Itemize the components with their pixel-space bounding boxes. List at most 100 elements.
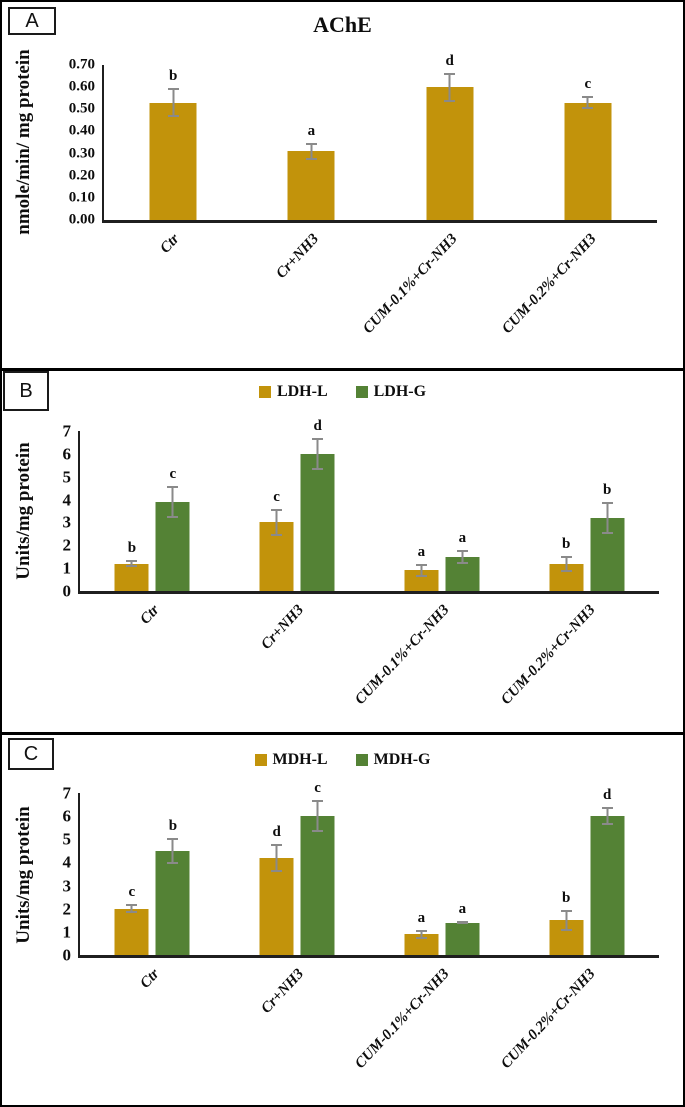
x-category-label: Ctr — [157, 231, 184, 257]
bar-MDH-G: b — [155, 819, 190, 955]
significance-letter: b — [168, 818, 178, 835]
error-bar — [456, 921, 468, 924]
chart-legend: LDH-L LDH-G — [2, 383, 683, 401]
error-bar-cap-bottom — [271, 869, 283, 872]
x-category-label: CUM-0.1%+Cr-NH3 — [360, 231, 461, 337]
bar-AChE: c — [564, 77, 612, 220]
error-bar-cap-bottom — [126, 911, 138, 914]
y-tick-label: 4 — [62, 852, 72, 872]
x-axis-labels: Ctr Cr+NH3 CUM-0.1%+Cr-NH3 CUM-0.2%+Cr-NH3 — [102, 229, 657, 365]
legend-label: LDH-L — [276, 383, 328, 400]
significance-letter: b — [561, 535, 571, 552]
x-axis-labels: Ctr Cr+NH3 CUM-0.1%+Cr-NH3 CUM-0.2%+Cr-NH3 — [78, 964, 659, 1105]
significance-letter: d — [313, 417, 322, 434]
error-bar-cap-bottom — [560, 569, 572, 572]
significance-letter: a — [458, 529, 467, 546]
x-category-label: Ctr — [136, 966, 163, 992]
error-bar — [601, 806, 613, 826]
x-category-label: Ctr — [136, 602, 163, 628]
legend-item: LDH-L — [258, 383, 328, 401]
error-bar-cap-bottom — [126, 565, 138, 567]
error-bar-cap-top — [271, 843, 283, 846]
error-bar — [560, 555, 572, 572]
bar-LDH-G: c — [155, 466, 190, 591]
y-tick-label: 2 — [62, 535, 72, 555]
error-bar — [415, 563, 427, 578]
y-tick-label: 0.70 — [68, 56, 95, 73]
panel-label: C — [23, 742, 39, 765]
significance-letter: c — [314, 779, 321, 796]
error-bar-cap-top — [167, 88, 179, 91]
error-bar-cap-top — [601, 806, 613, 809]
error-bar-cap-top — [305, 142, 317, 145]
bar-AChE: a — [287, 123, 335, 220]
legend-item: MDH-L — [254, 751, 328, 769]
error-bar-cap-top — [167, 485, 179, 488]
error-bar-cap-bottom — [305, 158, 317, 161]
legend-item: LDH-G — [355, 383, 427, 401]
x-category-label: Cr+NH3 — [258, 602, 308, 653]
error-bar-cap-top — [601, 501, 613, 504]
error-bar-cap-top — [126, 560, 138, 563]
panel-label: B — [19, 379, 33, 402]
error-bar — [305, 142, 317, 161]
significance-letter: c — [273, 488, 280, 505]
legend-label: LDH-G — [373, 383, 427, 400]
error-bar-cap-top — [271, 508, 283, 511]
y-tick-label: 0.00 — [68, 211, 95, 228]
significance-letter: d — [272, 823, 281, 840]
y-tick-label: 3 — [62, 512, 72, 532]
y-axis-label: Units/mg protein — [13, 442, 34, 580]
bar-group-Cr+NH3: a — [287, 65, 335, 220]
error-bar-cap-bottom — [167, 115, 179, 118]
panel-label-box: B — [3, 371, 49, 411]
error-bar — [167, 838, 179, 864]
error-bar-cap-bottom — [312, 467, 324, 470]
bar-MDH-L: c — [114, 885, 149, 955]
y-tick-label: 1 — [62, 922, 72, 942]
significance-letter: b — [602, 481, 612, 498]
error-bar-cap-bottom — [167, 515, 179, 518]
error-bar-cap-top — [126, 904, 138, 907]
panel-A: A AChE nmole/min/ mg protein 0.70 0.60 0.5… — [2, 2, 683, 368]
error-bar — [312, 437, 324, 470]
y-tick-label: 6 — [62, 444, 72, 464]
error-bar-cap-bottom — [456, 921, 468, 924]
significance-letter: a — [417, 543, 426, 560]
error-bar-cap-bottom — [560, 928, 572, 931]
error-bar-cap-bottom — [444, 99, 456, 102]
y-tick-label: 0.40 — [68, 122, 95, 139]
error-bar-cap-bottom — [415, 936, 427, 939]
error-bar — [271, 843, 283, 872]
y-tick-label: 1 — [62, 558, 72, 578]
error-bar-cap-bottom — [456, 561, 468, 564]
bar-AChE: b — [149, 69, 197, 220]
bar-LDH-L: b — [114, 541, 149, 591]
error-bar-cap-bottom — [601, 823, 613, 826]
error-bar-cap-top — [167, 838, 179, 841]
panel-label-box: A — [8, 7, 56, 35]
x-category-label: Cr+NH3 — [258, 966, 308, 1017]
bar-LDH-G: b — [590, 482, 625, 591]
significance-letter: d — [445, 52, 454, 69]
error-bar-cap-top — [415, 563, 427, 566]
y-tick-label: 6 — [62, 806, 72, 826]
bar-group-CUM-0.1%+Cr-NH3: d — [426, 53, 474, 220]
legend-swatch-MDH-L — [254, 754, 267, 766]
chart-title: AChE — [313, 12, 372, 37]
error-bar-cap-bottom — [601, 531, 613, 534]
legend-label: MDH-G — [373, 751, 431, 768]
y-tick-label: 0.20 — [68, 167, 95, 184]
y-tick-label: 5 — [62, 829, 72, 849]
error-bar — [444, 72, 456, 102]
x-category-label: Cr+NH3 — [273, 231, 322, 282]
error-bar-cap-bottom — [582, 107, 594, 110]
error-bar — [167, 88, 179, 118]
bar-LDH-G: a — [445, 530, 480, 591]
